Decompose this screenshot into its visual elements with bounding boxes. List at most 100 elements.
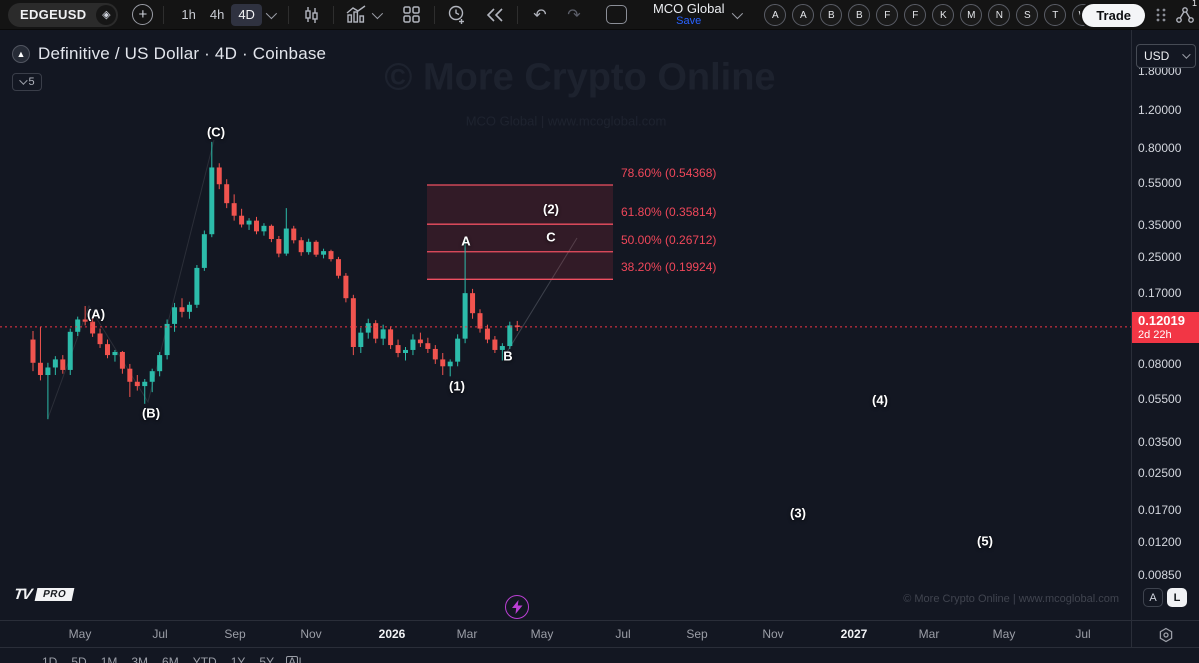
user-avatar[interactable]: S [1016, 4, 1039, 26]
user-avatar[interactable]: K [932, 4, 955, 26]
wave-label[interactable]: (4) [872, 392, 888, 408]
wave-label[interactable]: (B) [141, 405, 161, 421]
layout-grid-icon[interactable] [400, 3, 424, 27]
layout-menu-chevron-icon[interactable] [732, 7, 744, 19]
candle-body [134, 381, 140, 387]
indicators-menu-chevron-icon[interactable] [371, 7, 384, 19]
chevron-down-icon [1182, 50, 1191, 59]
symbol-legend[interactable]: ▲ Definitive / US Dollar · 4D · Coinbase [12, 44, 326, 64]
time-axis-label: May [992, 627, 1016, 641]
share-button[interactable]: 1 [1175, 0, 1197, 25]
chevron-down-icon [19, 76, 29, 85]
timeframe-4h-button[interactable]: 4h [209, 7, 225, 22]
range-button[interactable]: 5Y [259, 655, 275, 663]
candle-body [462, 293, 468, 339]
candle-body [224, 184, 230, 204]
notification-count-badge: 1 [1191, 0, 1197, 8]
workspace-name: MCO Global [652, 0, 725, 16]
timeframe-4d-button[interactable]: 4D [231, 3, 262, 26]
last-price-badge: 0.12019 2d 22h [1132, 311, 1199, 343]
user-avatar[interactable]: F [904, 4, 927, 26]
candle-body [350, 298, 356, 347]
price-tick: 0.00850 [1138, 567, 1182, 582]
wave-label[interactable]: (2) [543, 201, 559, 217]
range-button[interactable]: YTD [192, 655, 217, 663]
empty-checkbox-icon[interactable] [605, 5, 627, 24]
candle-body [82, 319, 88, 322]
candle-body [231, 203, 237, 216]
candle-body [417, 339, 423, 344]
user-avatar[interactable]: N [988, 4, 1011, 26]
time-axis-label: 2026 [378, 627, 406, 641]
candle-body [60, 359, 66, 370]
range-button[interactable]: 6M [162, 655, 179, 663]
wave-label[interactable]: (A) [86, 306, 106, 322]
range-button[interactable]: 1D [42, 655, 58, 663]
go-to-date-calendar-icon[interactable] [286, 656, 298, 663]
user-avatar[interactable]: T [1044, 4, 1067, 26]
symbol-search-button[interactable]: EDGEUSD ◈ [8, 2, 119, 27]
drag-handle-dots-icon[interactable] [1155, 7, 1167, 23]
wave-label[interactable]: (3) [790, 505, 806, 521]
log-scale-button[interactable]: L [1167, 588, 1187, 607]
user-avatar[interactable]: F [876, 4, 899, 26]
fib-level-label[interactable]: 61.80% (0.35814) [621, 205, 717, 220]
wave-label[interactable]: B [503, 348, 513, 364]
currency-selector[interactable]: USD [1136, 44, 1196, 68]
axis-settings-corner[interactable] [1131, 621, 1199, 648]
tradingview-logo[interactable]: TV PRO [13, 586, 75, 603]
undo-icon[interactable]: ↶ [533, 6, 547, 24]
candle-body [239, 215, 245, 225]
wave-label[interactable]: (C) [206, 124, 226, 140]
candle-body [440, 359, 446, 367]
wave-label[interactable]: C [546, 229, 556, 245]
wave-label[interactable]: (5) [977, 533, 993, 549]
auto-scale-button[interactable]: A [1143, 588, 1163, 607]
wave-label[interactable]: A [461, 233, 471, 249]
layout-name-button[interactable]: MCO Global Save [653, 2, 725, 27]
user-avatar[interactable]: B [848, 4, 871, 26]
boost-lightning-button[interactable] [505, 595, 529, 619]
user-avatar[interactable]: A [764, 4, 787, 26]
compare-add-button[interactable]: + [132, 4, 154, 25]
gear-icon[interactable] [1158, 627, 1174, 643]
redo-icon[interactable]: ↷ [567, 6, 581, 24]
top-toolbar: EDGEUSD ◈ + 1h 4h 4D [0, 0, 1199, 30]
symbol-logo-icon: ▲ [12, 45, 30, 63]
range-button[interactable]: All [288, 655, 302, 663]
fib-level-label[interactable]: 38.20% (0.19924) [621, 260, 717, 275]
fib-level-label[interactable]: 50.00% (0.26712) [621, 232, 717, 247]
candlestick-chart-pane[interactable] [0, 30, 1131, 620]
price-scale[interactable]: USD 0.12019 2d 22h A L 1.80000 1.20000 0.8… [1131, 30, 1199, 620]
currency-label: USD [1144, 49, 1170, 63]
user-avatars-row: AABBFFKMNSTW [758, 4, 1095, 26]
candle-body [395, 345, 401, 353]
timeframe-menu-chevron-icon[interactable] [265, 7, 278, 19]
user-avatar[interactable]: B [820, 4, 843, 26]
user-avatar[interactable]: M [960, 4, 983, 26]
save-button[interactable]: Save [676, 14, 702, 27]
fib-level-label[interactable]: 78.60% (0.54368) [621, 165, 717, 180]
chart-style-candles-icon[interactable] [299, 3, 323, 27]
wave-label[interactable]: (1) [449, 378, 465, 394]
candle-body [268, 225, 274, 240]
bar-replay-icon[interactable] [483, 3, 507, 27]
timeframe-1h-button[interactable]: 1h [181, 7, 196, 22]
candle-body [298, 240, 304, 253]
alert-clock-icon[interactable] [445, 3, 469, 27]
range-button[interactable]: 1Y [230, 655, 246, 663]
range-button[interactable]: 1M [100, 655, 118, 663]
legend-collapse-button[interactable]: 5 [12, 73, 42, 91]
price-tick: 0.35000 [1138, 218, 1182, 233]
range-button[interactable]: 3M [131, 655, 149, 663]
candle-body [127, 368, 133, 382]
indicators-icon[interactable] [344, 3, 368, 27]
candle-body [291, 228, 297, 241]
time-axis[interactable]: May Jul Sep Nov 2026 Mar May Jul Sep Nov 2027 Mar Ma… [0, 620, 1199, 648]
candle-body [306, 241, 312, 253]
user-avatar[interactable]: A [792, 4, 815, 26]
range-button[interactable]: 5D [71, 655, 87, 663]
trade-button[interactable]: Trade [1082, 3, 1145, 27]
bottom-range-bar: 1D 5D 1M 3M 6M YTD 1Y 5Y All [0, 647, 1199, 663]
